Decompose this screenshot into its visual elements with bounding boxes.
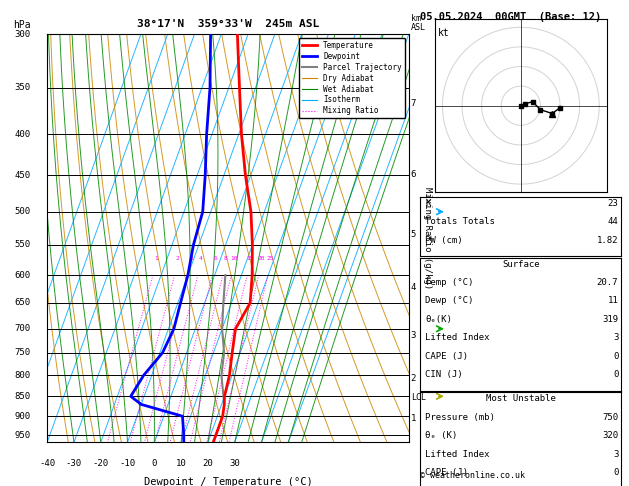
Text: K: K <box>425 199 431 208</box>
Text: θₑ(K): θₑ(K) <box>425 315 452 324</box>
Text: 400: 400 <box>14 130 31 139</box>
Text: 3: 3 <box>613 450 618 459</box>
Text: Dewp (°C): Dewp (°C) <box>425 296 474 306</box>
Text: 500: 500 <box>14 207 31 216</box>
Text: 0: 0 <box>613 352 618 361</box>
Text: -10: -10 <box>120 459 136 468</box>
Text: -40: -40 <box>39 459 55 468</box>
Text: -20: -20 <box>92 459 109 468</box>
Text: 20: 20 <box>258 256 265 261</box>
Text: CIN (J): CIN (J) <box>425 370 463 380</box>
Text: -30: -30 <box>66 459 82 468</box>
Text: 3: 3 <box>189 256 193 261</box>
Text: 25: 25 <box>267 256 274 261</box>
Text: 15: 15 <box>247 256 253 261</box>
Text: CAPE (J): CAPE (J) <box>425 352 468 361</box>
Text: 8: 8 <box>224 256 228 261</box>
Text: 850: 850 <box>14 392 31 401</box>
Text: 4: 4 <box>411 283 416 292</box>
Text: 4: 4 <box>199 256 203 261</box>
Text: Temp (°C): Temp (°C) <box>425 278 474 287</box>
Text: 10: 10 <box>175 459 187 468</box>
Text: 0: 0 <box>152 459 157 468</box>
Text: 1.82: 1.82 <box>597 236 618 245</box>
Text: © weatheronline.co.uk: © weatheronline.co.uk <box>420 471 525 480</box>
Text: 320: 320 <box>602 431 618 440</box>
Text: PW (cm): PW (cm) <box>425 236 463 245</box>
Text: Mixing Ratio (g/kg): Mixing Ratio (g/kg) <box>423 187 432 289</box>
Text: θₑ (K): θₑ (K) <box>425 431 457 440</box>
Text: 1: 1 <box>411 414 416 423</box>
Text: 20.7: 20.7 <box>597 278 618 287</box>
Text: hPa: hPa <box>13 20 31 30</box>
Text: 700: 700 <box>14 324 31 333</box>
Text: LCL: LCL <box>411 393 426 402</box>
Text: 300: 300 <box>14 30 31 38</box>
Text: CAPE (J): CAPE (J) <box>425 468 468 477</box>
Text: 6: 6 <box>213 256 217 261</box>
Text: 05.05.2024  00GMT  (Base: 12): 05.05.2024 00GMT (Base: 12) <box>420 12 601 22</box>
Text: 750: 750 <box>14 348 31 357</box>
Text: 800: 800 <box>14 371 31 380</box>
Text: 350: 350 <box>14 83 31 92</box>
Text: 2: 2 <box>176 256 180 261</box>
Text: Totals Totals: Totals Totals <box>425 217 495 226</box>
Text: 650: 650 <box>14 298 31 308</box>
Text: 0: 0 <box>613 468 618 477</box>
Text: 450: 450 <box>14 171 31 179</box>
Text: 38°17'N  359°33'W  245m ASL: 38°17'N 359°33'W 245m ASL <box>137 19 319 29</box>
Text: Most Unstable: Most Unstable <box>486 394 556 403</box>
Text: 750: 750 <box>602 413 618 422</box>
Text: 600: 600 <box>14 271 31 279</box>
Text: 5: 5 <box>411 230 416 239</box>
Text: 900: 900 <box>14 412 31 421</box>
Text: Pressure (mb): Pressure (mb) <box>425 413 495 422</box>
Text: Lifted Index: Lifted Index <box>425 333 490 343</box>
Text: 44: 44 <box>608 217 618 226</box>
Text: 7: 7 <box>411 99 416 108</box>
Text: 20: 20 <box>203 459 213 468</box>
Text: 6: 6 <box>411 170 416 179</box>
Text: 550: 550 <box>14 241 31 249</box>
Text: 950: 950 <box>14 431 31 439</box>
Text: 3: 3 <box>613 333 618 343</box>
Text: 23: 23 <box>608 199 618 208</box>
Text: km
ASL: km ASL <box>411 14 426 32</box>
Text: 0: 0 <box>613 370 618 380</box>
Text: Dewpoint / Temperature (°C): Dewpoint / Temperature (°C) <box>143 477 313 486</box>
Text: 30: 30 <box>230 459 240 468</box>
Text: 10: 10 <box>230 256 238 261</box>
Text: Lifted Index: Lifted Index <box>425 450 490 459</box>
Text: 319: 319 <box>602 315 618 324</box>
Text: 11: 11 <box>608 296 618 306</box>
Text: Surface: Surface <box>502 260 540 269</box>
Text: 3: 3 <box>411 331 416 340</box>
Text: 2: 2 <box>411 374 416 383</box>
Legend: Temperature, Dewpoint, Parcel Trajectory, Dry Adiabat, Wet Adiabat, Isotherm, Mi: Temperature, Dewpoint, Parcel Trajectory… <box>299 38 405 119</box>
Text: kt: kt <box>438 28 450 38</box>
Text: 1: 1 <box>154 256 158 261</box>
